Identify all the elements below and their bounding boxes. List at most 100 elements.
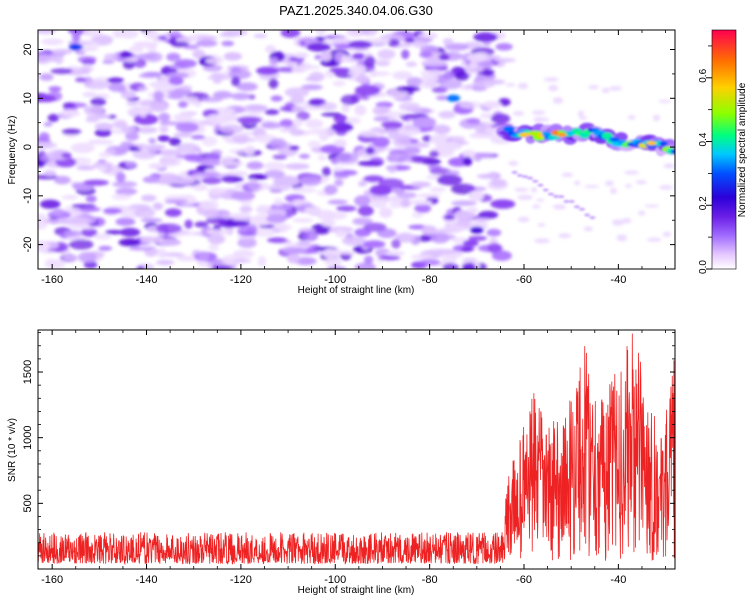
spectrogram-noise-cell — [468, 190, 484, 202]
spectrogram-signal-cell — [532, 179, 539, 183]
spectrogram-noise-cell — [39, 199, 61, 209]
spectrogram-noise-cell — [44, 258, 56, 269]
spectrogram-noise-cell — [68, 239, 94, 250]
spectrogram-noise-cell — [490, 199, 516, 209]
spectrogram-noise-cell — [378, 255, 401, 261]
spectrogram-noise-cell — [627, 115, 636, 120]
spectrogram-noise-cell — [136, 126, 158, 134]
spectrogram-noise-cell — [482, 100, 502, 109]
spectrogram-noise-cell — [279, 225, 288, 233]
y-tick-label: 1000 — [22, 425, 34, 449]
x-tick-label: -120 — [230, 574, 252, 586]
spectrogram-noise-cell — [289, 145, 300, 151]
spectrogram-noise-cell — [171, 30, 181, 36]
spectrogram-noise-cell — [264, 170, 285, 178]
spectrogram-noise-cell — [377, 49, 396, 60]
spectrogram-signal-cell — [589, 216, 596, 220]
spectrogram-signal-cell — [553, 194, 560, 198]
spectrogram-noise-cell — [320, 50, 332, 62]
spectrogram-noise-cell — [517, 216, 530, 223]
spectrogram-noise-cell — [405, 61, 418, 67]
spectrogram-noise-cell — [120, 90, 137, 100]
spectrogram-noise-cell — [514, 187, 529, 192]
spectrogram-noise-cell — [139, 108, 148, 118]
spectrogram-noise-cell — [103, 207, 123, 214]
spectrogram-noise-cell — [38, 54, 52, 65]
x-tick-label: -120 — [230, 274, 252, 286]
spectrogram-noise-cell — [211, 265, 234, 269]
spectrogram-bright-cell — [446, 94, 461, 102]
spectrogram-noise-cell — [493, 58, 516, 63]
spectrogram-noise-cell — [193, 184, 208, 192]
spectrogram-noise-cell — [291, 65, 307, 74]
spectrogram-noise-cell — [82, 91, 97, 98]
x-tick-label: -140 — [136, 574, 158, 586]
spectrogram-noise-cell — [246, 161, 264, 170]
spectrogram-noise-cell — [157, 35, 168, 40]
spectrogram-noise-cell — [38, 240, 51, 252]
spectrogram-noise-cell — [558, 233, 572, 239]
x-tick-label: -100 — [324, 574, 346, 586]
spectrogram-noise-cell — [376, 61, 390, 67]
spectrogram-noise-cell — [307, 128, 329, 135]
spectrogram-noise-cell — [86, 114, 111, 120]
spectrogram-noise-cell — [300, 105, 324, 111]
spectrogram-noise-cell — [436, 248, 457, 255]
spectrogram-noise-cell — [659, 185, 674, 190]
spectrogram-noise-cell — [141, 194, 157, 202]
spectrogram-noise-cell — [341, 103, 350, 113]
spectrogram-noise-cell — [334, 179, 344, 187]
spectrogram-bright-cell — [68, 43, 83, 51]
spectrogram-noise-cell — [169, 137, 181, 147]
spectrogram-noise-cell — [467, 207, 479, 214]
spectrogram-noise-cell — [357, 181, 367, 187]
spectrogram-noise-cell — [173, 113, 193, 121]
spectrogram-noise-cell — [38, 30, 56, 35]
spectrogram-noise-cell — [247, 182, 261, 190]
spectrogram-noise-cell — [294, 257, 317, 266]
spectrogram-noise-cell — [389, 201, 402, 209]
spectrogram-noise-cell — [155, 223, 182, 234]
spectrogram-noise-cell — [372, 136, 390, 148]
spectrogram-noise-cell — [115, 187, 138, 196]
x-tick-label: -160 — [41, 574, 63, 586]
spectrogram-noise-cell — [192, 49, 206, 59]
colorbar-tick-label: 0.2 — [698, 196, 709, 210]
spectrogram-noise-cell — [462, 149, 476, 159]
spectrogram-noise-cell — [184, 153, 203, 162]
spectrogram-noise-cell — [401, 49, 410, 60]
spectrogram-noise-cell — [609, 86, 622, 91]
spectrogram-noise-cell — [442, 254, 457, 265]
spectrogram-noise-cell — [165, 199, 188, 204]
spectrogram-noise-cell — [105, 230, 124, 235]
spectrogram-noise-cell — [117, 30, 139, 39]
spectrogram-noise-cell — [355, 75, 370, 84]
spectrogram-noise-cell — [171, 41, 190, 48]
spectrogram-noise-cell — [422, 135, 433, 143]
spectrogram-noise-cell — [333, 139, 347, 148]
spectrogram-noise-cell — [463, 186, 476, 191]
spectrogram-noise-cell — [221, 40, 234, 47]
spectrogram-noise-cell — [237, 237, 257, 248]
spectrogram-noise-cell — [83, 30, 103, 38]
spectrogram-noise-cell — [363, 222, 387, 232]
spectrogram-noise-cell — [468, 61, 478, 69]
spectrogram-noise-cell — [357, 160, 384, 167]
spectrogram-peak-cell — [519, 132, 530, 138]
spectrogram-noise-cell — [201, 177, 222, 185]
spectrogram-noise-cell — [41, 38, 64, 46]
spectrogram-noise-cell — [333, 114, 348, 123]
spectrogram-noise-cell — [176, 255, 200, 262]
spectrogram-signal-cell — [563, 199, 570, 203]
snr-y-ticks: 500 1000 1500 — [22, 332, 675, 557]
spectrogram-noise-cell — [405, 107, 421, 112]
x-tick-label: -40 — [610, 574, 626, 586]
spectrogram-noise-cell — [616, 234, 628, 242]
spectrogram-noise-cell — [194, 221, 209, 228]
spectrogram-noise-cell — [38, 94, 57, 103]
spectrogram-noise-cell — [163, 252, 185, 258]
spectrogram-noise-cell — [577, 110, 585, 118]
spectrogram-noise-cell — [146, 145, 163, 152]
spectrogram-noise-cell — [43, 122, 53, 127]
